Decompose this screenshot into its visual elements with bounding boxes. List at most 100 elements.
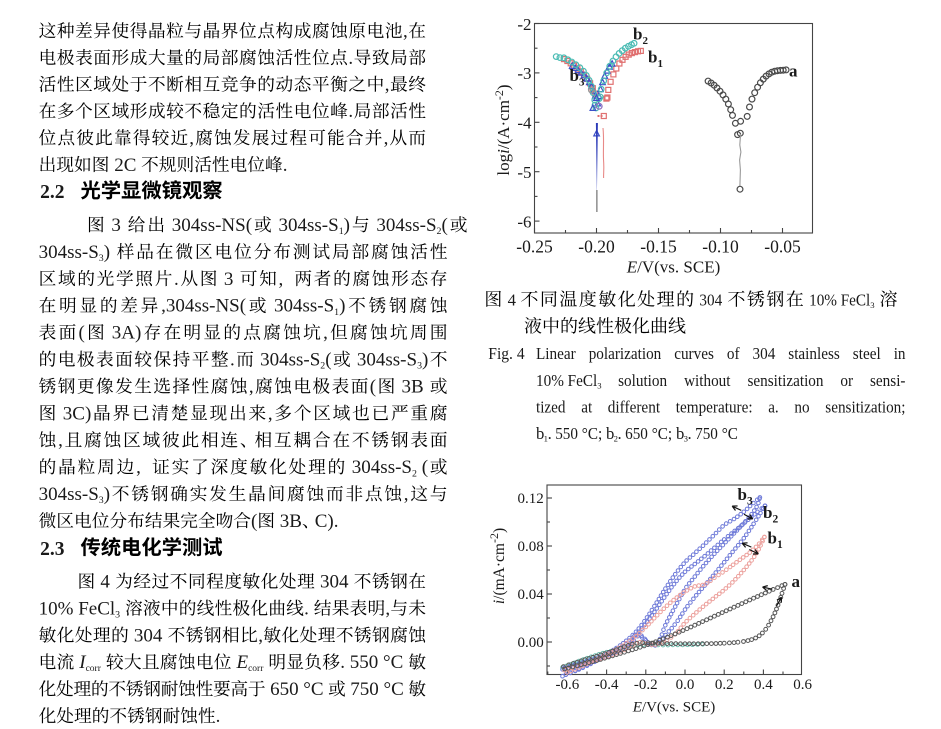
- svg-text:650: 650: [625, 424, 648, 443]
- svg-text:curves: curves: [674, 344, 714, 363]
- svg-text:): ): [344, 215, 350, 236]
- svg-text:3: 3: [597, 380, 601, 390]
- svg-text:0.4: 0.4: [754, 677, 773, 693]
- svg-text:-0.20: -0.20: [578, 236, 615, 256]
- svg-text:FeCl: FeCl: [841, 291, 871, 310]
- svg-text:304: 304: [320, 572, 349, 593]
- svg-text:,: ,: [404, 484, 409, 505]
- svg-text:3: 3: [870, 300, 874, 310]
- svg-text:°C: °C: [722, 424, 738, 443]
- svg-text:°C: °C: [383, 652, 403, 673]
- svg-text:3B: 3B: [402, 376, 424, 397]
- svg-text:°C;: °C;: [582, 424, 602, 443]
- svg-text:,: ,: [385, 598, 390, 619]
- svg-text:-0.10: -0.10: [702, 236, 739, 256]
- svg-text:.: .: [216, 706, 221, 724]
- svg-text:3: 3: [417, 361, 422, 372]
- svg-text:3C): 3C): [63, 403, 92, 424]
- svg-text:E: E: [236, 652, 249, 673]
- svg-text:(: (: [370, 376, 376, 397]
- svg-text:E/V(vs. SCE): E/V(vs. SCE): [626, 258, 721, 277]
- svg-text:in: in: [894, 344, 906, 363]
- svg-text:corr: corr: [248, 664, 264, 674]
- svg-text:10% FeCl: 10% FeCl: [536, 371, 598, 390]
- svg-text:304ss-S: 304ss-S: [357, 350, 417, 371]
- svg-text:without: without: [684, 371, 731, 390]
- svg-text:(: (: [251, 511, 257, 532]
- svg-text:304ss-S: 304ss-S: [376, 215, 436, 236]
- svg-text:2: 2: [412, 468, 417, 479]
- svg-text:10%: 10%: [39, 598, 74, 619]
- svg-text:3: 3: [99, 495, 104, 506]
- svg-text:°C;: °C;: [652, 424, 672, 443]
- svg-text:.: .: [230, 350, 235, 371]
- svg-text:,: ,: [249, 376, 254, 397]
- svg-text:no: no: [794, 397, 809, 416]
- svg-text:(: (: [422, 457, 428, 478]
- svg-text:4: 4: [100, 572, 110, 593]
- svg-text:,: ,: [384, 128, 389, 149]
- svg-text:): ): [422, 350, 428, 371]
- svg-text:0.08: 0.08: [517, 539, 543, 555]
- svg-text:2: 2: [437, 226, 442, 237]
- svg-text:,: ,: [268, 403, 273, 424]
- svg-text:.: .: [304, 598, 309, 619]
- svg-text:2.2: 2.2: [40, 182, 64, 203]
- svg-text:(: (: [79, 323, 85, 344]
- svg-text:304ss-NS(: 304ss-NS(: [172, 215, 252, 236]
- svg-text:corr: corr: [86, 664, 102, 674]
- svg-text:solution: solution: [618, 371, 668, 390]
- svg-text:): ): [339, 296, 345, 317]
- svg-text:650: 650: [270, 679, 299, 700]
- svg-text:of: of: [727, 344, 740, 363]
- svg-text:0.00: 0.00: [517, 635, 543, 651]
- svg-text:-0.2: -0.2: [634, 677, 658, 693]
- svg-text:,: ,: [258, 625, 263, 646]
- svg-text:a: a: [789, 62, 798, 81]
- svg-text:-0.4: -0.4: [595, 677, 619, 693]
- svg-text:550: 550: [555, 424, 578, 443]
- svg-text:3: 3: [115, 610, 120, 621]
- svg-text:0.12: 0.12: [517, 491, 543, 507]
- svg-text:-3: -3: [517, 64, 531, 83]
- svg-text:I: I: [78, 652, 87, 673]
- svg-text:at: at: [581, 397, 592, 416]
- svg-text:750: 750: [695, 424, 718, 443]
- svg-text:-4: -4: [517, 114, 532, 133]
- svg-text:): ): [104, 484, 110, 505]
- svg-text:sensitization;: sensitization;: [825, 397, 905, 416]
- svg-text:-0.6: -0.6: [556, 677, 580, 693]
- svg-text:2: 2: [614, 434, 618, 444]
- svg-text:°C: °C: [384, 679, 404, 700]
- svg-text:1: 1: [339, 226, 344, 237]
- svg-text:-2: -2: [517, 15, 531, 34]
- svg-text:304: 304: [753, 344, 776, 363]
- svg-text:a: a: [792, 572, 801, 591]
- svg-text:,304ss-NS(: ,304ss-NS(: [161, 296, 246, 317]
- svg-text:10%: 10%: [809, 291, 837, 310]
- svg-text:4: 4: [508, 291, 517, 310]
- svg-text:3: 3: [111, 215, 121, 236]
- svg-text:3: 3: [684, 434, 688, 444]
- svg-text:-5: -5: [517, 163, 531, 182]
- svg-text:.: .: [348, 101, 353, 122]
- svg-text:.: .: [340, 652, 345, 673]
- svg-text:304ss-S: 304ss-S: [260, 350, 320, 371]
- svg-text:.: .: [618, 424, 622, 443]
- svg-text:or: or: [840, 371, 853, 390]
- svg-text:,: ,: [323, 323, 328, 344]
- svg-text:E/V(vs. SCE): E/V(vs. SCE): [632, 699, 716, 715]
- svg-text:logi/(A·cm-2): logi/(A·cm-2): [492, 84, 513, 175]
- svg-text:304ss-S: 304ss-S: [352, 457, 412, 478]
- svg-text:-0.25: -0.25: [516, 236, 553, 256]
- svg-text:-0.15: -0.15: [640, 236, 677, 256]
- svg-text:,: ,: [403, 21, 408, 42]
- svg-text:-0.05: -0.05: [764, 236, 801, 256]
- svg-text:polarization: polarization: [589, 344, 662, 363]
- svg-text:b: b: [606, 424, 614, 443]
- svg-text:.: .: [348, 48, 353, 69]
- svg-text:a.: a.: [768, 397, 779, 416]
- svg-text:°C: °C: [303, 679, 323, 700]
- svg-text:304ss-S: 304ss-S: [39, 484, 99, 505]
- svg-text:tized: tized: [536, 397, 566, 416]
